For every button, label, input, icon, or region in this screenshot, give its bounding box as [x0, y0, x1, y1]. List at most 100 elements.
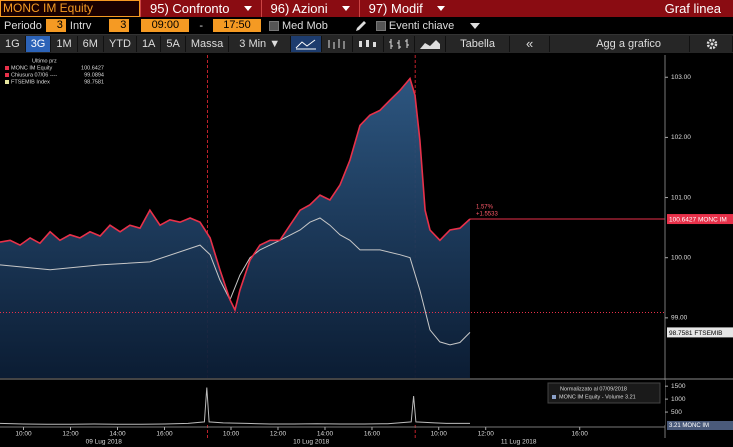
y-tick-label: 103.00: [671, 74, 691, 81]
icon: [328, 39, 345, 49]
x-tick-label: 12:00: [270, 431, 287, 438]
range-button[interactable]: YTD: [104, 36, 137, 52]
button-bar: 1G 3G 1M 6M YTD 1A 5A Massa 3 Min ▼ Tabe…: [0, 35, 733, 53]
x-tick-label: 14:00: [317, 431, 334, 438]
legend-box: [3, 56, 107, 94]
line-icon[interactable]: [291, 36, 323, 52]
menu-label: 96) Azioni: [270, 1, 328, 16]
caret: [341, 6, 350, 11]
key-events-label: Eventi chiave: [388, 19, 455, 32]
volume-tick-label: 1000: [671, 396, 686, 403]
x-tick-label: 16:00: [156, 431, 173, 438]
period-input[interactable]: 3: [45, 19, 66, 32]
range-button[interactable]: 1A: [137, 36, 162, 52]
value-tag-text: 100.6427 MONC IM: [669, 216, 727, 223]
value-tag-value: 98.7581: [669, 330, 693, 337]
x-tick-label: 12:00: [478, 431, 495, 438]
legend-value: 100.6427: [81, 65, 104, 71]
chart: 98.7581 FTSEMIB 100.6427 MONC IM 1.57%+1.5…: [0, 53, 733, 446]
bar-icon[interactable]: [322, 36, 354, 52]
price-line: [0, 217, 471, 346]
add-to-chart-button[interactable]: Agg a grafico: [550, 36, 691, 52]
caret: [243, 6, 252, 11]
checkbox[interactable]: [375, 20, 386, 31]
volume-tick-label: 500: [671, 409, 682, 416]
moving-average-label: Med Mob: [282, 19, 328, 32]
dash: -: [199, 19, 203, 32]
annotation: +1.5533: [476, 212, 499, 218]
range-button[interactable]: 5A: [161, 36, 186, 52]
settings-bar: Periodo 3 Intrv 3 09:00 - 17:50 Med Mob …: [0, 17, 733, 35]
start-input[interactable]: 09:00: [141, 19, 190, 32]
range-button[interactable]: 3G: [25, 36, 52, 52]
day-label: 09 Lug 2018: [86, 439, 123, 446]
volume-legend-label: MONC IM Equity - Volume 3.21: [559, 394, 636, 400]
value-tag-name: MONC IM: [698, 216, 727, 223]
x-tick-label: 10:00: [15, 431, 32, 438]
value-tag: [667, 214, 733, 225]
icon: [706, 38, 718, 50]
range-button[interactable]: 1M: [51, 36, 78, 52]
interval-label: Intrv: [69, 19, 92, 32]
y-tick-label: 99.00: [671, 315, 688, 322]
volume-legend-box: [547, 382, 661, 404]
icon: [420, 40, 441, 49]
x-tick-label: 16:00: [572, 431, 589, 438]
legend-swatch: [5, 66, 9, 70]
y-tick-label: 100.00: [671, 254, 691, 261]
range-button[interactable]: 6M: [78, 36, 104, 52]
y-tick-label: 102.00: [671, 134, 691, 141]
menu-label: 95) Confronto: [150, 1, 230, 16]
collapse-button[interactable]: «: [510, 36, 551, 52]
legend-label: Chiusura 07/06 ----: [11, 72, 57, 78]
range-button[interactable]: 1G: [0, 36, 26, 52]
x-tick-label: 10:00: [223, 431, 240, 438]
volume-line: [0, 387, 470, 425]
value-tag-name: FTSEMIB: [694, 330, 722, 337]
checkbox[interactable]: [269, 20, 279, 31]
icon: [389, 39, 410, 49]
candle-icon[interactable]: [353, 36, 385, 52]
value-tag-text: 98.7581 FTSEMIB: [669, 330, 722, 337]
security-field[interactable]: MONC IM Equity: [0, 0, 140, 17]
pencil-icon[interactable]: [354, 20, 368, 32]
header-bar: MONC IM Equity 95) Confronto 96) Azioni …: [0, 0, 733, 17]
menu-actions[interactable]: 96) Azioni: [260, 0, 359, 17]
value-tag-value: 100.6427: [669, 216, 696, 223]
day-label: 10 Lug 2018: [293, 439, 330, 446]
table-button[interactable]: Tabella: [446, 36, 510, 52]
annotation: 1.57%: [476, 205, 494, 211]
menu-modify[interactable]: 97) Modif: [358, 0, 454, 17]
volume-tag: [667, 421, 733, 430]
end-input[interactable]: 17:50: [213, 19, 261, 32]
y-tick-label: 101.00: [671, 194, 691, 201]
caret: [436, 6, 445, 11]
legend-value: 99.0894: [84, 72, 104, 78]
range-button[interactable]: Massa: [186, 36, 230, 52]
legend-title: Ultimo prz: [32, 58, 57, 64]
legend-label: FTSEMIB Index: [11, 79, 50, 85]
price-line: [0, 76, 471, 313]
legend-swatch: [5, 73, 9, 77]
mountain-icon[interactable]: [415, 36, 447, 52]
icon: [359, 40, 377, 47]
volume-legend-swatch: [552, 395, 556, 399]
x-tick-label: 10:00: [431, 431, 448, 438]
settings-icon[interactable]: [692, 36, 733, 52]
menu-label: 97) Modif: [368, 1, 423, 16]
volume-tag-text: 3.21 MONC IM: [669, 423, 709, 429]
dropdown-icon[interactable]: [470, 22, 481, 30]
volume-tick-label: 1500: [671, 383, 686, 390]
value-tag: [667, 327, 733, 338]
legend-label: MONC IM Equity: [11, 65, 53, 71]
frequency-dropdown[interactable]: 3 Min ▼: [229, 36, 292, 52]
interval-input[interactable]: 3: [109, 19, 130, 32]
ohlc-icon[interactable]: [384, 36, 416, 52]
legend-swatch: [5, 80, 9, 84]
period-label: Periodo: [4, 19, 42, 32]
icon: [295, 39, 317, 50]
menu-compare[interactable]: 95) Confronto: [140, 0, 261, 17]
volume-legend-title: Normalizzato al 07/09/2018: [560, 386, 627, 392]
